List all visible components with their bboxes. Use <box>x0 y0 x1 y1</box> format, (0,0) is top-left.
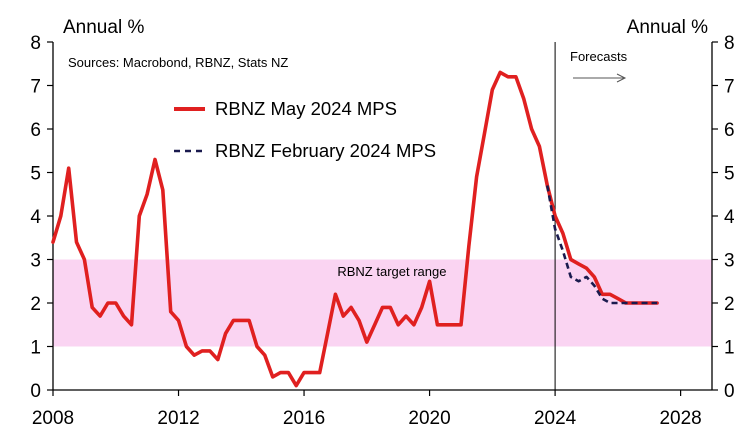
y-tick-label-left: 7 <box>30 77 41 98</box>
series-layer <box>51 70 659 388</box>
target-range-label: RBNZ target range <box>337 264 446 279</box>
target-range-band <box>53 259 712 347</box>
y-tick-label-right: 7 <box>724 77 735 98</box>
right-unit-label: Annual % <box>627 17 708 38</box>
y-tick-labels-right: 0 1 2 3 4 5 6 7 8 <box>724 33 735 402</box>
legend-label-february: RBNZ February 2024 MPS <box>215 140 436 161</box>
x-tick-label: 2008 <box>32 408 74 429</box>
forecast-arrow <box>573 73 627 83</box>
y-tick-label-left: 8 <box>30 33 41 54</box>
x-tick-label: 2020 <box>408 408 450 429</box>
y-tick-label-left: 0 <box>30 381 41 402</box>
x-tick-label: 2028 <box>659 408 701 429</box>
y-tick-label-left: 2 <box>30 294 41 315</box>
y-tick-label-right: 2 <box>724 294 735 315</box>
legend-label-may: RBNZ May 2024 MPS <box>215 98 397 119</box>
y-tick-label-right: 6 <box>724 120 735 141</box>
legend: RBNZ May 2024 MPS RBNZ February 2024 MPS <box>174 98 436 161</box>
y-tick-labels-left: 0 1 2 3 4 5 6 7 8 <box>30 33 41 402</box>
y-tick-label-left: 3 <box>30 251 41 272</box>
y-tick-label-right: 5 <box>724 164 735 185</box>
y-tick-label-right: 0 <box>724 381 735 402</box>
y-tick-label-left: 6 <box>30 120 41 141</box>
y-tick-label-left: 1 <box>30 338 41 359</box>
x-tick-label: 2024 <box>534 408 577 429</box>
y-tick-label-right: 1 <box>724 338 735 359</box>
forecasts-label: Forecasts <box>570 49 628 64</box>
axis-ticks <box>47 41 718 396</box>
y-tick-label-left: 5 <box>30 164 41 185</box>
y-tick-label-right: 4 <box>724 207 735 228</box>
source-note: Sources: Macrobond, RBNZ, Stats NZ <box>68 55 288 70</box>
x-tick-labels: 2008 2012 2016 2020 2024 2028 <box>32 408 702 429</box>
y-tick-label-right: 3 <box>724 251 735 272</box>
x-tick-label: 2012 <box>157 408 199 429</box>
y-tick-label-left: 4 <box>30 207 41 228</box>
series-line-may-2024 <box>51 70 659 388</box>
y-tick-label-right: 8 <box>724 33 735 54</box>
left-unit-label: Annual % <box>63 17 144 38</box>
x-tick-label: 2016 <box>283 408 325 429</box>
